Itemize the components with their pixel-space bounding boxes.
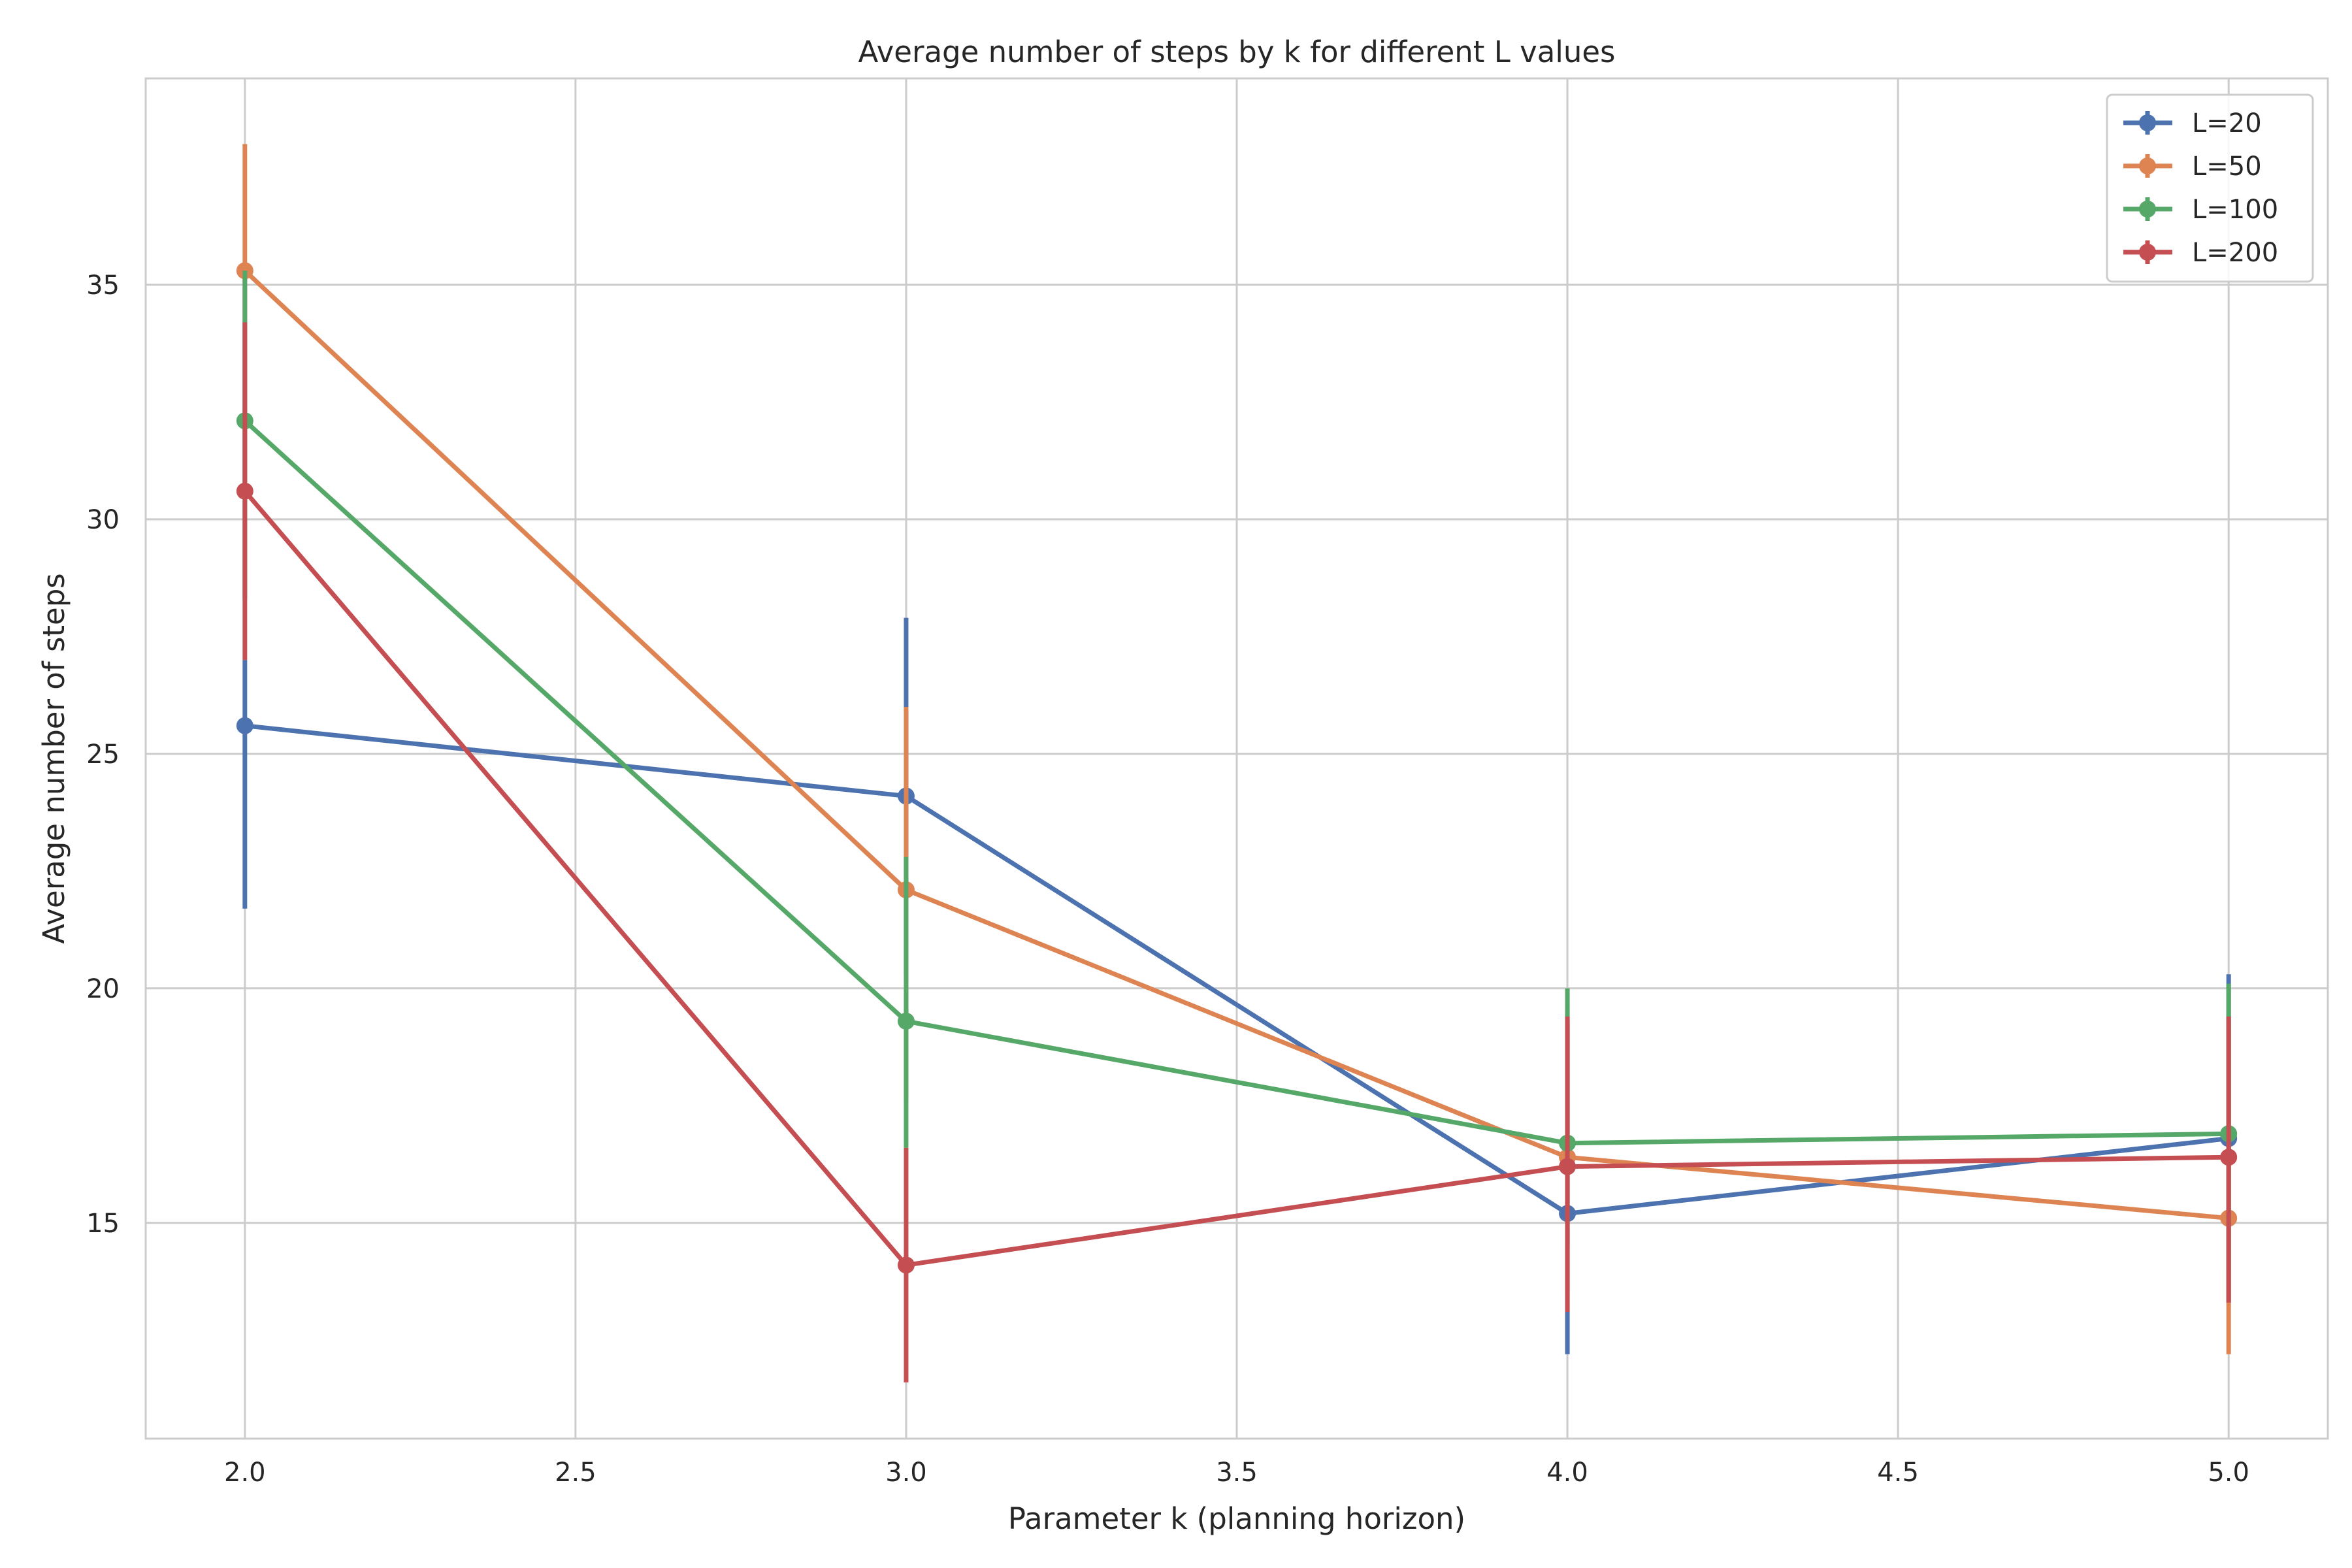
legend-item: L=50: [2123, 152, 2262, 182]
y-tick-label: 25: [86, 740, 120, 770]
x-tick-label: 2.0: [224, 1458, 266, 1488]
legend-marker: [2139, 114, 2156, 131]
legend-item: L=20: [2123, 108, 2262, 139]
series-line: [244, 723, 2229, 1216]
chart-title: Average number of steps by k for differe…: [858, 35, 1616, 69]
data-point: [897, 1013, 915, 1030]
legend: L=20 L=50 L=100 L=200: [2106, 93, 2314, 283]
data-point: [1559, 1158, 1576, 1175]
x-tick-label: 4.0: [1546, 1458, 1588, 1488]
data-point: [897, 1256, 915, 1274]
legend-label: L=50: [2192, 152, 2262, 182]
y-axis-ticks: 15 20 25 30 35: [86, 270, 120, 1239]
legend-marker: [2139, 244, 2156, 261]
x-tick-label: 5.0: [2208, 1458, 2249, 1488]
plot-area-frame: [144, 77, 2329, 1440]
series-line: [243, 489, 2229, 1267]
legend-label: L=100: [2192, 195, 2278, 225]
series-l-200: [236, 322, 2238, 1382]
legend-item: L=200: [2123, 238, 2278, 268]
legend-label: L=20: [2192, 108, 2262, 139]
legend-marker: [2139, 157, 2156, 174]
series-group: [236, 144, 2238, 1382]
legend-label: L=200: [2192, 238, 2278, 268]
y-tick-label: 20: [86, 974, 120, 1004]
legend-item: L=100: [2123, 195, 2278, 225]
x-axis-ticks: 2.0 2.5 3.0 3.5 4.0 4.5 5.0: [224, 1458, 2249, 1488]
y-axis-label: Average number of steps: [37, 573, 71, 944]
legend-marker: [2139, 201, 2156, 218]
data-point: [236, 482, 253, 500]
y-tick-label: 15: [86, 1209, 120, 1239]
data-point: [236, 717, 253, 734]
x-tick-label: 4.5: [1877, 1458, 1919, 1488]
y-tick-label: 35: [86, 270, 120, 301]
y-tick-label: 30: [86, 505, 120, 535]
x-tick-label: 3.0: [885, 1458, 927, 1488]
x-tick-label: 2.5: [555, 1458, 596, 1488]
series-line: [243, 419, 2229, 1146]
x-axis-label: Parameter k (planning horizon): [1008, 1501, 1465, 1536]
x-tick-label: 3.5: [1216, 1458, 1258, 1488]
series-line: [243, 269, 2229, 1221]
data-point: [2220, 1149, 2238, 1166]
legend-box: [2106, 93, 2314, 283]
